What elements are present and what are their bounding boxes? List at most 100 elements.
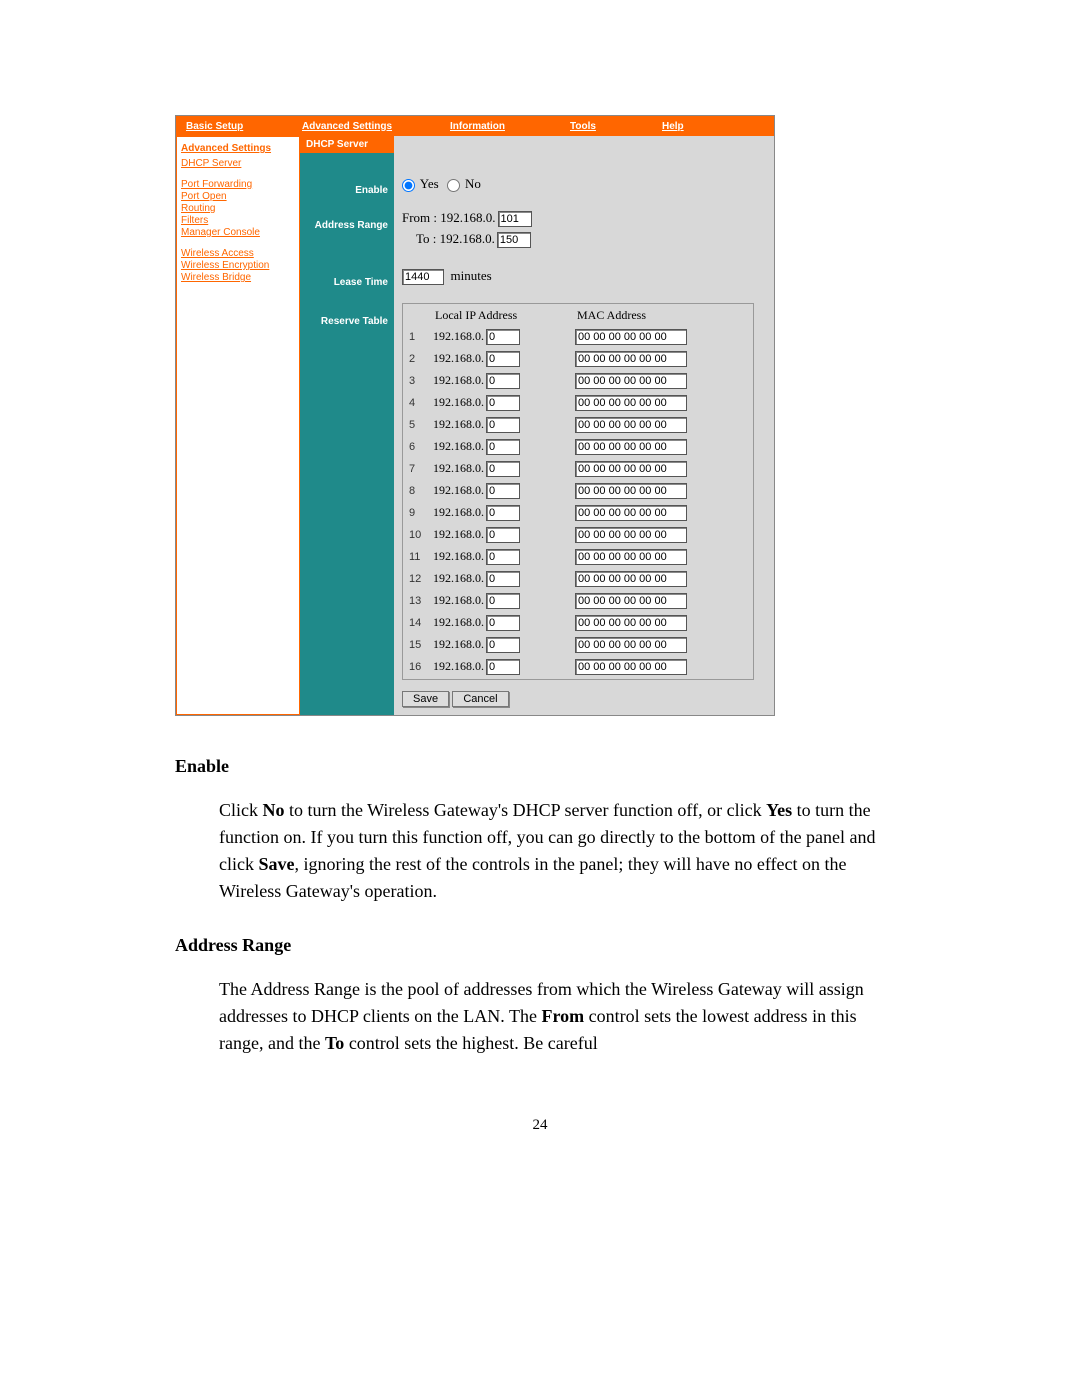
reserve-table: Local IP Address MAC Address 1192.168.0.…: [402, 303, 754, 680]
row-index: 11: [405, 547, 427, 567]
row-index: 1: [405, 327, 427, 347]
row-index: 12: [405, 569, 427, 589]
form-panel: Yes No From : 192.168.0. To : 192.168.0.: [394, 136, 774, 715]
from-ip-input[interactable]: [498, 211, 532, 227]
row-index: 14: [405, 613, 427, 633]
tab-tools[interactable]: Tools: [566, 121, 658, 132]
lease-time-input[interactable]: [402, 269, 444, 285]
reserve-ip-input[interactable]: [486, 329, 520, 345]
sidebar-item-port-forwarding[interactable]: Port Forwarding: [181, 179, 295, 190]
router-admin-screenshot: Basic Setup Advanced Settings Informatio…: [175, 115, 775, 716]
reserve-ip-input[interactable]: [486, 351, 520, 367]
reserve-ip-input[interactable]: [486, 615, 520, 631]
row-index: 4: [405, 393, 427, 413]
reserve-mac-input[interactable]: [575, 483, 687, 499]
reserve-mac-input[interactable]: [575, 329, 687, 345]
reserve-ip-input[interactable]: [486, 461, 520, 477]
to-ip-input[interactable]: [497, 232, 531, 248]
sidebar-item-port-open[interactable]: Port Open: [181, 191, 295, 202]
reserve-ip-input[interactable]: [486, 549, 520, 565]
col-local-ip: Local IP Address: [429, 306, 569, 325]
sidebar-heading: Advanced Settings: [181, 143, 295, 154]
table-row: 1192.168.0.: [405, 327, 751, 347]
section-title: DHCP Server: [300, 136, 394, 153]
enable-yes-radio[interactable]: [402, 179, 415, 192]
reserve-ip-input[interactable]: [486, 659, 520, 675]
table-row: 7192.168.0.: [405, 459, 751, 479]
reserve-ip-input[interactable]: [486, 483, 520, 499]
heading-enable: Enable: [175, 756, 905, 777]
table-row: 11192.168.0.: [405, 547, 751, 567]
sidebar-item-wireless-access[interactable]: Wireless Access: [181, 248, 295, 259]
tab-advanced-settings[interactable]: Advanced Settings: [298, 121, 446, 132]
page-number: 24: [175, 1117, 905, 1134]
table-row: 4192.168.0.: [405, 393, 751, 413]
reserve-ip-input[interactable]: [486, 439, 520, 455]
sidebar-item-dhcp-server[interactable]: DHCP Server: [181, 158, 295, 169]
reserve-mac-input[interactable]: [575, 439, 687, 455]
reserve-ip-input[interactable]: [486, 505, 520, 521]
row-index: 15: [405, 635, 427, 655]
row-index: 13: [405, 591, 427, 611]
col-mac: MAC Address: [571, 306, 751, 325]
tab-help[interactable]: Help: [658, 121, 688, 132]
label-enable: Enable: [300, 179, 394, 202]
reserve-ip-input[interactable]: [486, 637, 520, 653]
enable-no-option[interactable]: No: [447, 176, 481, 192]
sidebar-item-routing[interactable]: Routing: [181, 203, 295, 214]
top-nav: Basic Setup Advanced Settings Informatio…: [176, 116, 774, 136]
enable-no-label: No: [465, 176, 481, 191]
table-row: 13192.168.0.: [405, 591, 751, 611]
sidebar-item-wireless-bridge[interactable]: Wireless Bridge: [181, 272, 295, 283]
reserve-ip-input[interactable]: [486, 527, 520, 543]
table-row: 14192.168.0.: [405, 613, 751, 633]
cancel-button[interactable]: Cancel: [452, 691, 508, 707]
table-row: 10192.168.0.: [405, 525, 751, 545]
to-ip-prefix: 192.168.0.: [440, 231, 495, 246]
reserve-mac-input[interactable]: [575, 637, 687, 653]
reserve-mac-input[interactable]: [575, 615, 687, 631]
row-index: 5: [405, 415, 427, 435]
reserve-mac-input[interactable]: [575, 505, 687, 521]
sidebar-item-filters[interactable]: Filters: [181, 215, 295, 226]
label-reserve-table: Reserve Table: [300, 310, 394, 333]
paragraph-enable: Click No to turn the Wireless Gateway's …: [219, 797, 905, 905]
reserve-ip-input[interactable]: [486, 417, 520, 433]
paragraph-address-range: The Address Range is the pool of address…: [219, 976, 905, 1057]
table-row: 2192.168.0.: [405, 349, 751, 369]
row-index: 8: [405, 481, 427, 501]
tab-basic-setup[interactable]: Basic Setup: [182, 121, 298, 132]
reserve-mac-input[interactable]: [575, 417, 687, 433]
row-index: 16: [405, 657, 427, 677]
documentation-text: Enable Click No to turn the Wireless Gat…: [175, 756, 905, 1057]
lease-unit: minutes: [451, 268, 492, 283]
row-index: 3: [405, 371, 427, 391]
reserve-mac-input[interactable]: [575, 461, 687, 477]
from-label: From: [402, 210, 430, 225]
reserve-mac-input[interactable]: [575, 351, 687, 367]
reserve-mac-input[interactable]: [575, 373, 687, 389]
table-row: 5192.168.0.: [405, 415, 751, 435]
reserve-ip-input[interactable]: [486, 373, 520, 389]
table-row: 6192.168.0.: [405, 437, 751, 457]
row-index: 2: [405, 349, 427, 369]
table-row: 12192.168.0.: [405, 569, 751, 589]
field-label-column: DHCP Server Enable Address Range Lease T…: [300, 136, 394, 715]
tab-information[interactable]: Information: [446, 121, 566, 132]
reserve-mac-input[interactable]: [575, 527, 687, 543]
reserve-mac-input[interactable]: [575, 571, 687, 587]
sidebar-item-manager-console[interactable]: Manager Console: [181, 227, 295, 238]
reserve-mac-input[interactable]: [575, 593, 687, 609]
to-label: To: [416, 231, 430, 246]
reserve-ip-input[interactable]: [486, 593, 520, 609]
sidebar-item-wireless-encryption[interactable]: Wireless Encryption: [181, 260, 295, 271]
table-row: 9192.168.0.: [405, 503, 751, 523]
enable-yes-option[interactable]: Yes: [402, 176, 439, 192]
reserve-ip-input[interactable]: [486, 395, 520, 411]
reserve-mac-input[interactable]: [575, 549, 687, 565]
reserve-mac-input[interactable]: [575, 659, 687, 675]
save-button[interactable]: Save: [402, 691, 449, 707]
reserve-mac-input[interactable]: [575, 395, 687, 411]
reserve-ip-input[interactable]: [486, 571, 520, 587]
enable-no-radio[interactable]: [447, 179, 460, 192]
